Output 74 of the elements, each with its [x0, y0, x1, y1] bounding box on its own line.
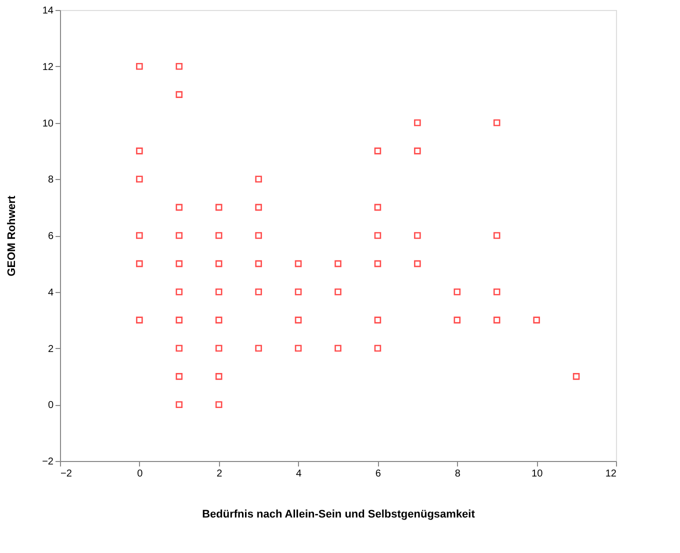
x-tick-label: 10	[532, 468, 544, 480]
y-tick-label: 10	[42, 118, 54, 130]
point	[215, 344, 222, 352]
point	[176, 62, 183, 70]
point	[215, 316, 222, 324]
x-tick-label: 4	[296, 468, 302, 480]
point	[374, 232, 382, 239]
point	[176, 344, 183, 352]
y-tick-label: 6	[48, 231, 54, 242]
point	[136, 176, 143, 183]
x-tick-label: 12	[605, 468, 617, 480]
point	[374, 148, 382, 154]
point	[255, 232, 262, 239]
y-tick-label: 8	[48, 174, 54, 186]
point	[374, 344, 382, 352]
point	[294, 260, 302, 268]
point	[294, 316, 302, 324]
point	[176, 316, 183, 324]
x-tick-label: 0	[137, 468, 144, 480]
point	[493, 316, 500, 324]
point	[255, 204, 262, 211]
point	[414, 260, 421, 268]
point	[215, 204, 222, 211]
point	[136, 316, 143, 324]
point	[493, 288, 500, 296]
point	[414, 119, 421, 126]
x-tick-label: 8	[454, 468, 461, 480]
point	[454, 316, 461, 324]
point	[176, 260, 183, 268]
point	[334, 260, 342, 268]
point	[493, 232, 500, 239]
point	[414, 232, 421, 239]
point	[454, 288, 461, 296]
point	[374, 316, 382, 324]
y-tick-label: 4	[48, 287, 54, 298]
point	[414, 148, 421, 154]
x-axis-title: Bedürfnis nach Allein-Sein und Selbstgenügsamkeit	[202, 508, 476, 520]
point	[533, 316, 540, 324]
point	[215, 373, 222, 380]
point	[215, 288, 222, 296]
point	[136, 148, 143, 154]
point	[215, 232, 222, 239]
x-tick-label: 2	[216, 468, 223, 480]
point	[493, 119, 500, 126]
point	[255, 288, 262, 296]
y-tick-label: 2	[48, 344, 54, 355]
point	[374, 204, 382, 211]
point	[176, 288, 183, 296]
point	[176, 91, 183, 98]
point	[136, 62, 143, 70]
y-tick-label: 0	[48, 400, 54, 412]
y-axis-title: GEOM Rohwert	[6, 195, 18, 276]
x-tick-label: 6	[375, 468, 382, 480]
point	[334, 288, 342, 296]
x-tick-label: −2	[60, 468, 72, 480]
y-tick-label: 12	[42, 62, 54, 73]
point	[255, 344, 262, 352]
y-tick-label: −2	[42, 456, 54, 468]
point	[294, 344, 302, 352]
point	[176, 401, 183, 408]
point	[294, 288, 302, 296]
point	[334, 344, 342, 352]
point	[255, 260, 262, 268]
point	[572, 373, 580, 380]
point	[215, 401, 222, 408]
point	[215, 260, 222, 268]
point	[176, 373, 183, 380]
point	[136, 232, 143, 239]
point	[176, 232, 183, 239]
point	[255, 176, 262, 183]
point	[136, 260, 143, 268]
y-tick-label: 14	[42, 6, 54, 16]
point	[374, 260, 382, 268]
point	[176, 204, 183, 211]
